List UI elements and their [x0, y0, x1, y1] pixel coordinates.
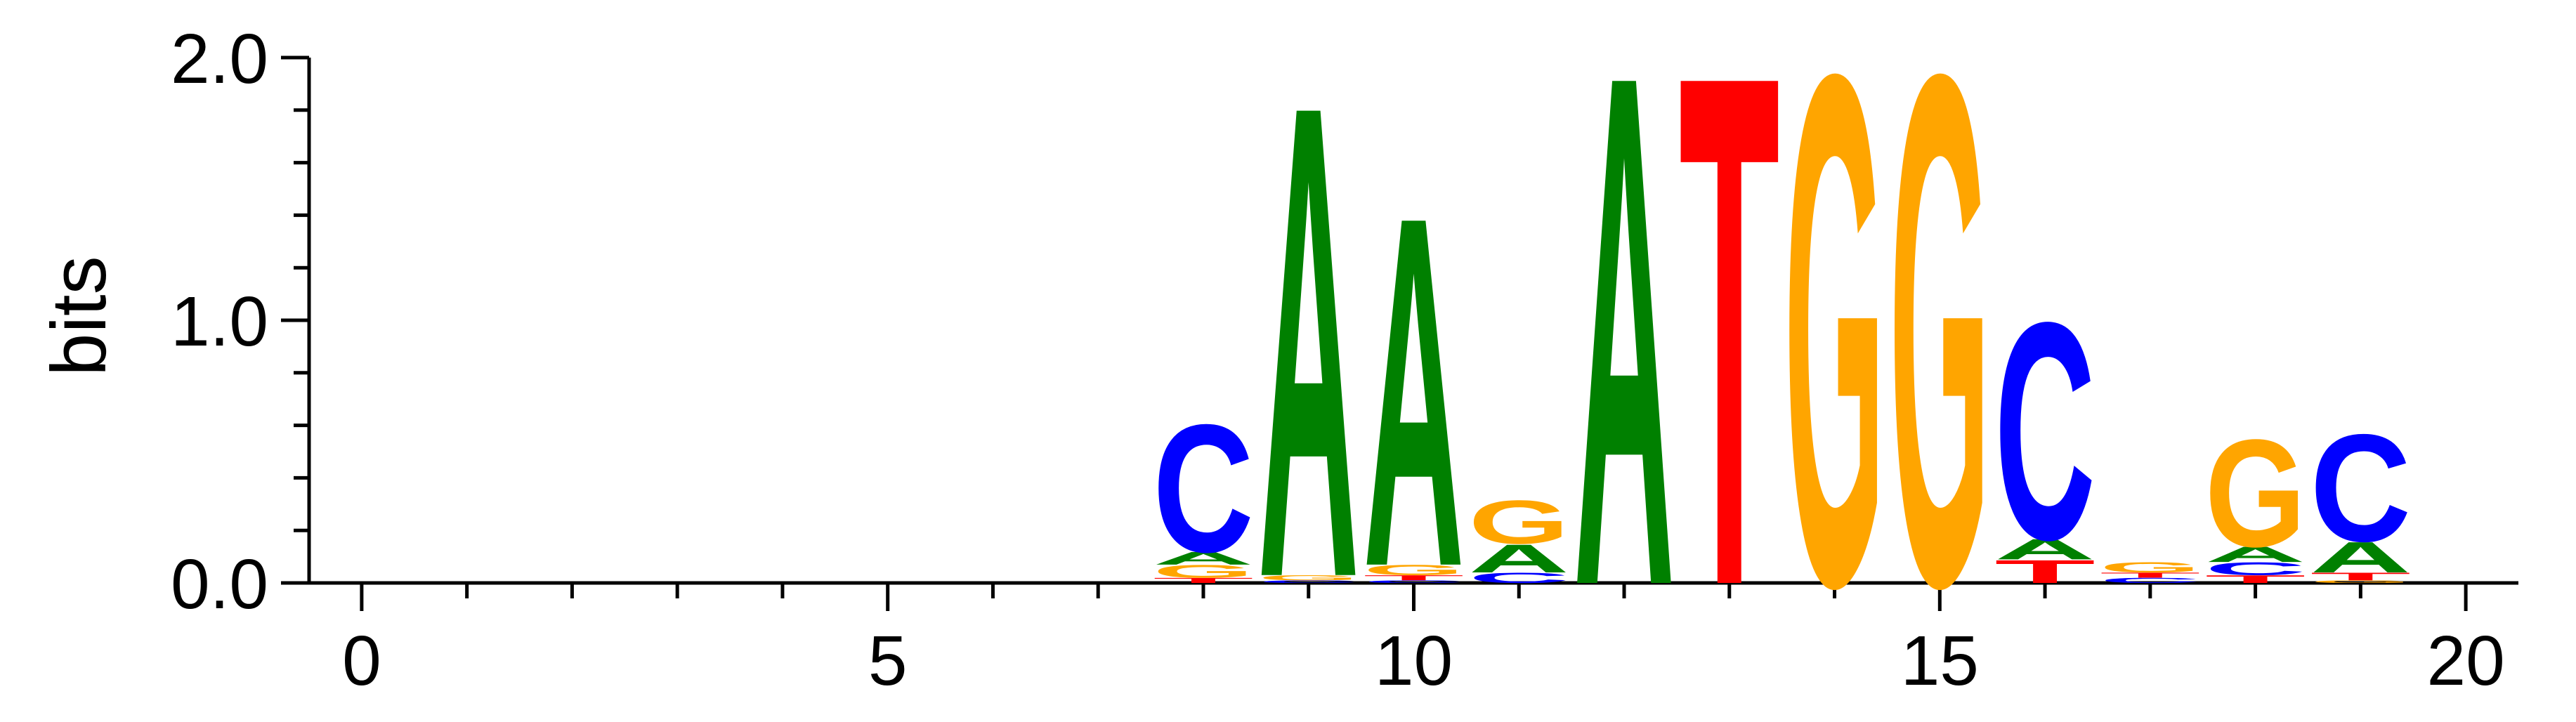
- logo-letter-c: C: [1153, 388, 1254, 591]
- logo-letter-t: T: [1994, 553, 2096, 590]
- logo-letter-t: T: [1153, 577, 1254, 585]
- y-axis: 0.0 1.0 2.0: [171, 20, 311, 624]
- logo-letter-t: T: [1364, 574, 1465, 582]
- logo-letter-g: G: [1364, 562, 1465, 578]
- logo-letter-t: T: [2310, 570, 2411, 582]
- x-tick-label: 10: [1375, 622, 1453, 700]
- logo-letter-a: A: [1364, 112, 1465, 671]
- logo-letter-a: A: [2205, 542, 2306, 567]
- logo-letter-t: T: [2100, 571, 2201, 579]
- x-tick-label: 5: [868, 622, 908, 700]
- y-tick-label: 2.0: [171, 20, 268, 98]
- logo-letter-a: A: [1153, 548, 1254, 568]
- logo-letter-a: A: [1258, 0, 1359, 719]
- logo-letter-t: T: [1679, 0, 1780, 722]
- logo-letter-c: C: [1994, 258, 2096, 605]
- logo-letter-g: G: [1784, 0, 1885, 722]
- logo-letter-g: G: [1153, 561, 1254, 582]
- logo-letter-c: C: [1258, 579, 1359, 584]
- logo-letter-g: G: [1468, 487, 1569, 557]
- logo-letter-t: T: [2205, 573, 2306, 585]
- logo-letter-c: C: [2205, 558, 2306, 579]
- logo-letter-a: A: [1468, 537, 1569, 582]
- logo-letter-g: G: [2310, 579, 2411, 584]
- x-axis: 0 5 10 15 20: [309, 581, 2518, 700]
- logo-letter-c: C: [1468, 570, 1569, 586]
- logo-letter-g: G: [1258, 574, 1359, 582]
- logo-letter-a: A: [1574, 0, 1675, 722]
- logo-letter-a: A: [1994, 533, 2096, 565]
- x-tick-label: 0: [342, 622, 381, 700]
- x-tick-label: 15: [1901, 622, 1979, 700]
- logo-letter-c: C: [1364, 579, 1465, 584]
- logo-letter-c: C: [2100, 577, 2201, 585]
- x-tick-label: 20: [2427, 622, 2505, 700]
- logo-letter-a: A: [2310, 533, 2411, 582]
- logo-letter-g: G: [1889, 0, 1990, 722]
- logo-letter-g: G: [2205, 407, 2306, 579]
- logo-letter-g: G: [2100, 559, 2201, 575]
- y-tick-label: 0.0: [171, 545, 268, 624]
- logo-letter-c: C: [2310, 403, 2411, 574]
- y-axis-title: bits: [36, 256, 122, 376]
- y-tick-label: 1.0: [171, 282, 268, 361]
